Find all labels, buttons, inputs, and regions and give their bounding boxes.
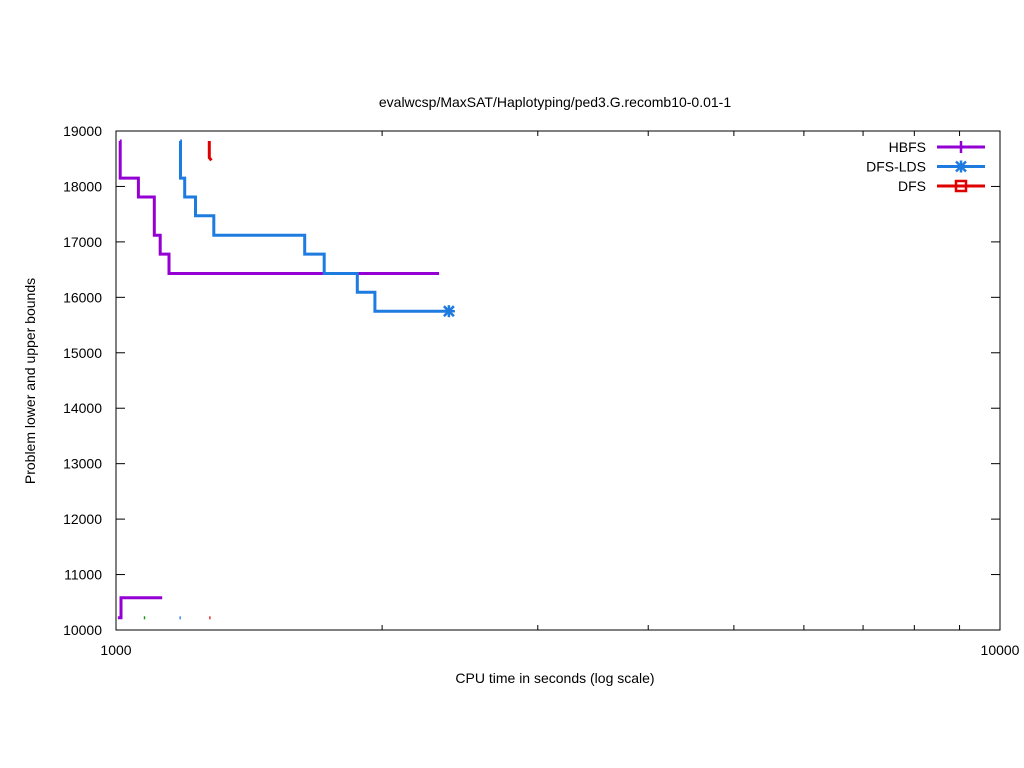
legend-marker-dfs xyxy=(954,179,968,193)
y-tick-label: 17000 xyxy=(63,234,102,250)
x-axis-label: CPU time in seconds (log scale) xyxy=(455,670,654,686)
legend-marker-hbfs xyxy=(955,141,967,153)
y-tick-label: 18000 xyxy=(63,178,102,194)
y-tick-label: 14000 xyxy=(63,400,102,416)
marker-stroke xyxy=(955,160,967,173)
series-dfs-lds-upper-line xyxy=(179,139,449,313)
legend-label-hbfs: HBFS xyxy=(889,139,926,155)
x-tick-label: 1000 xyxy=(100,642,131,658)
y-tick-label: 10000 xyxy=(63,622,102,638)
x-tick-label: 10000 xyxy=(981,642,1020,658)
plot-frame xyxy=(115,130,1001,631)
marker-stroke xyxy=(954,179,968,193)
x-axis-ticks: 1000 10000 xyxy=(100,131,1020,658)
marker-stroke xyxy=(443,305,455,318)
y-tick-label: 16000 xyxy=(63,289,102,305)
y-tick-label: 12000 xyxy=(63,511,102,527)
legend-label-dfs-lds: DFS-LDS xyxy=(866,159,926,175)
series-layer xyxy=(117,139,455,620)
y-tick-label: 19000 xyxy=(63,123,102,139)
series-dfs-lds-end-marker xyxy=(442,305,455,318)
series-dfs-upper-line xyxy=(207,141,213,162)
y-axis-label: Problem lower and upper bounds xyxy=(22,278,38,484)
legend: HBFS DFS-LDS DFS xyxy=(866,139,985,194)
y-tick-label: 11000 xyxy=(64,567,102,583)
legend-label-dfs: DFS xyxy=(898,178,926,194)
series-hbfs-upper-line xyxy=(118,139,440,275)
chart-title: evalwcsp/MaxSAT/Haplotyping/ped3.G.recom… xyxy=(379,94,731,110)
series-hbfs-lower-line xyxy=(117,596,163,620)
y-tick-label: 13000 xyxy=(63,456,102,472)
y-tick-label: 15000 xyxy=(63,345,102,361)
legend-marker-dfs-lds xyxy=(955,160,967,173)
y-axis-ticks: 10000 11000 12000 13000 14000 15000 16000 17000… xyxy=(63,123,1000,638)
